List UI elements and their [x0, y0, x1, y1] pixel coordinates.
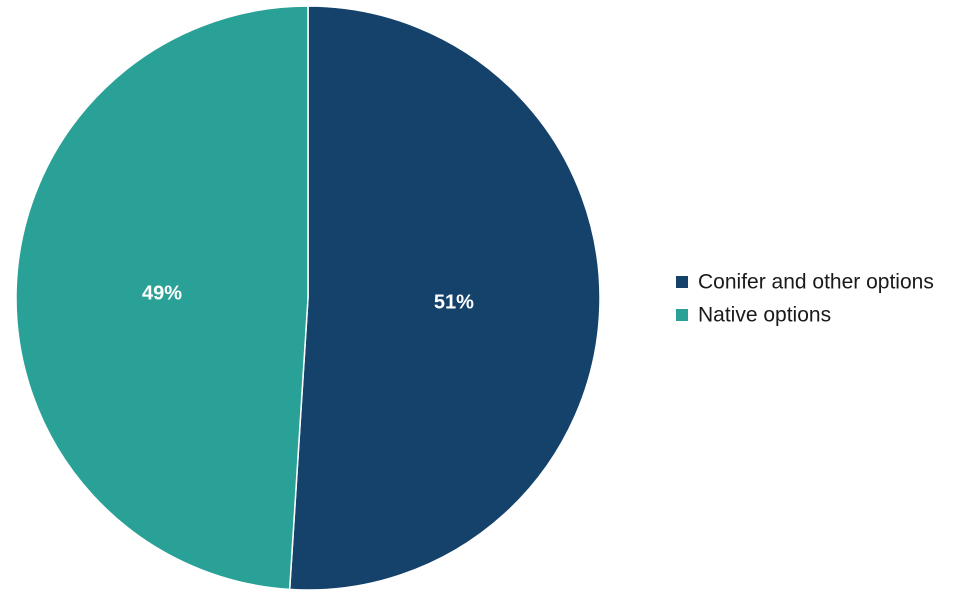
- pie-data-labels: 51% 49%: [142, 282, 474, 313]
- pie-slice-native-options: [15, 5, 309, 590]
- slice-data-label: 51%: [434, 292, 474, 314]
- pie-slices: [15, 5, 601, 590]
- pie-slice-conifer-and-other-options: [288, 5, 601, 590]
- legend-label: Native options: [698, 304, 831, 327]
- legend: Conifer and other options Native options: [676, 271, 934, 327]
- legend-swatch: [676, 309, 688, 321]
- legend-swatch: [676, 276, 688, 288]
- slice-data-label: 49%: [142, 282, 182, 304]
- legend-label: Conifer and other options: [698, 271, 934, 294]
